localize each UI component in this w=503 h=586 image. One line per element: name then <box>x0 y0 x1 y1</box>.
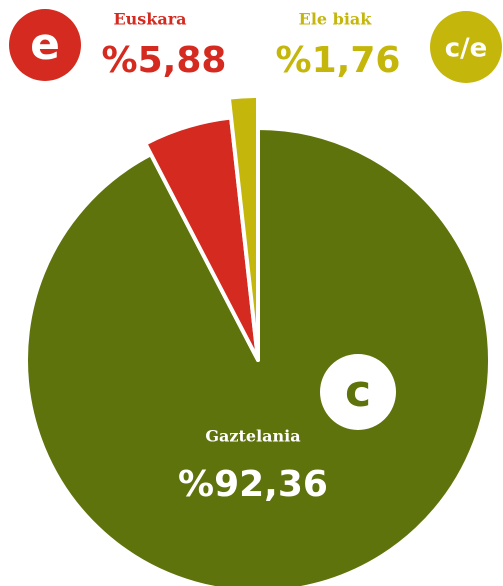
category-label: Euskara <box>113 10 186 29</box>
icon-badge <box>430 11 502 83</box>
category-label: Gaztelania <box>205 427 300 446</box>
icon-badge <box>320 354 396 430</box>
pie-slice <box>226 94 260 362</box>
value-label: %92,36 <box>178 464 328 505</box>
icon-badge <box>9 9 81 81</box>
category-label: Ele biak <box>299 10 373 29</box>
value-label: %1,76 <box>276 40 401 81</box>
value-label: %5,88 <box>102 40 227 81</box>
icon-label: c/e <box>445 34 488 64</box>
icon-label: e <box>30 19 60 70</box>
icon-label: c <box>345 366 371 417</box>
